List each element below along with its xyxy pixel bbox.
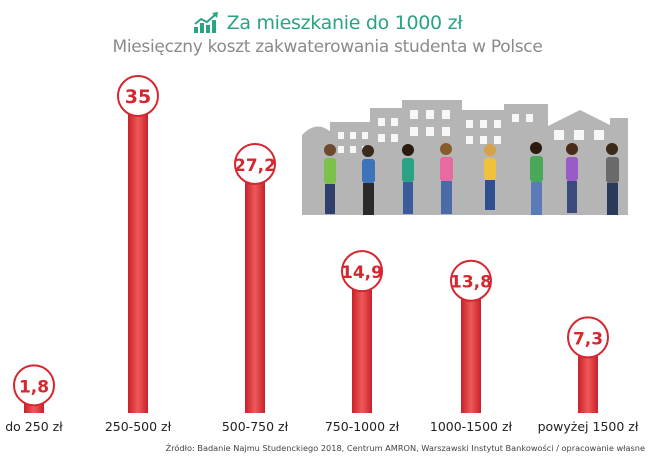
bar-2 — [245, 175, 265, 413]
value-text-4: 13,8 — [450, 273, 492, 293]
students-city-illustration — [302, 100, 628, 215]
value-text-3: 14,9 — [341, 263, 383, 283]
value-ring-3 — [341, 250, 383, 293]
value-text-2: 27,2 — [234, 156, 276, 176]
value-text-0: 1,8 — [19, 377, 49, 397]
rising-chart-icon — [193, 12, 218, 33]
value-label-3: 14,9 — [341, 250, 383, 293]
bar-4 — [461, 292, 481, 413]
value-label-4: 13,8 — [450, 259, 492, 302]
category-label-1: 250-500 zł — [105, 419, 172, 434]
value-label-5: 7,3 — [567, 316, 609, 359]
value-text-5: 7,3 — [573, 329, 603, 349]
value-label-0: 1,8 — [13, 364, 55, 407]
category-label-2: 500-750 zł — [222, 419, 289, 434]
category-label-3: 750-1000 zł — [325, 419, 400, 434]
source-note: Źródło: Badanie Najmu Studenckiego 2018,… — [165, 443, 645, 453]
value-ring-5 — [567, 316, 609, 359]
chart-subtitle: Miesięczny koszt zakwaterowania studenta… — [112, 37, 543, 57]
value-label-1: 35 — [117, 75, 159, 117]
bar-1 — [128, 108, 148, 413]
chart-title: Za mieszkanie do 1000 zł — [226, 12, 463, 34]
category-label-0: do 250 zł — [5, 419, 63, 434]
value-label-2: 27,2 — [234, 142, 276, 185]
bar-3 — [352, 283, 372, 413]
value-ring-0 — [13, 364, 55, 407]
value-ring-1 — [117, 75, 159, 117]
category-label-4: 1000-1500 zł — [430, 419, 513, 434]
category-label-5: powyżej 1500 zł — [538, 419, 639, 434]
value-ring-2 — [234, 142, 276, 185]
title-row: Za mieszkanie do 1000 zł — [0, 9, 655, 37]
bar-5 — [578, 349, 598, 413]
value-ring-4 — [450, 259, 492, 302]
value-text-1: 35 — [125, 86, 151, 108]
